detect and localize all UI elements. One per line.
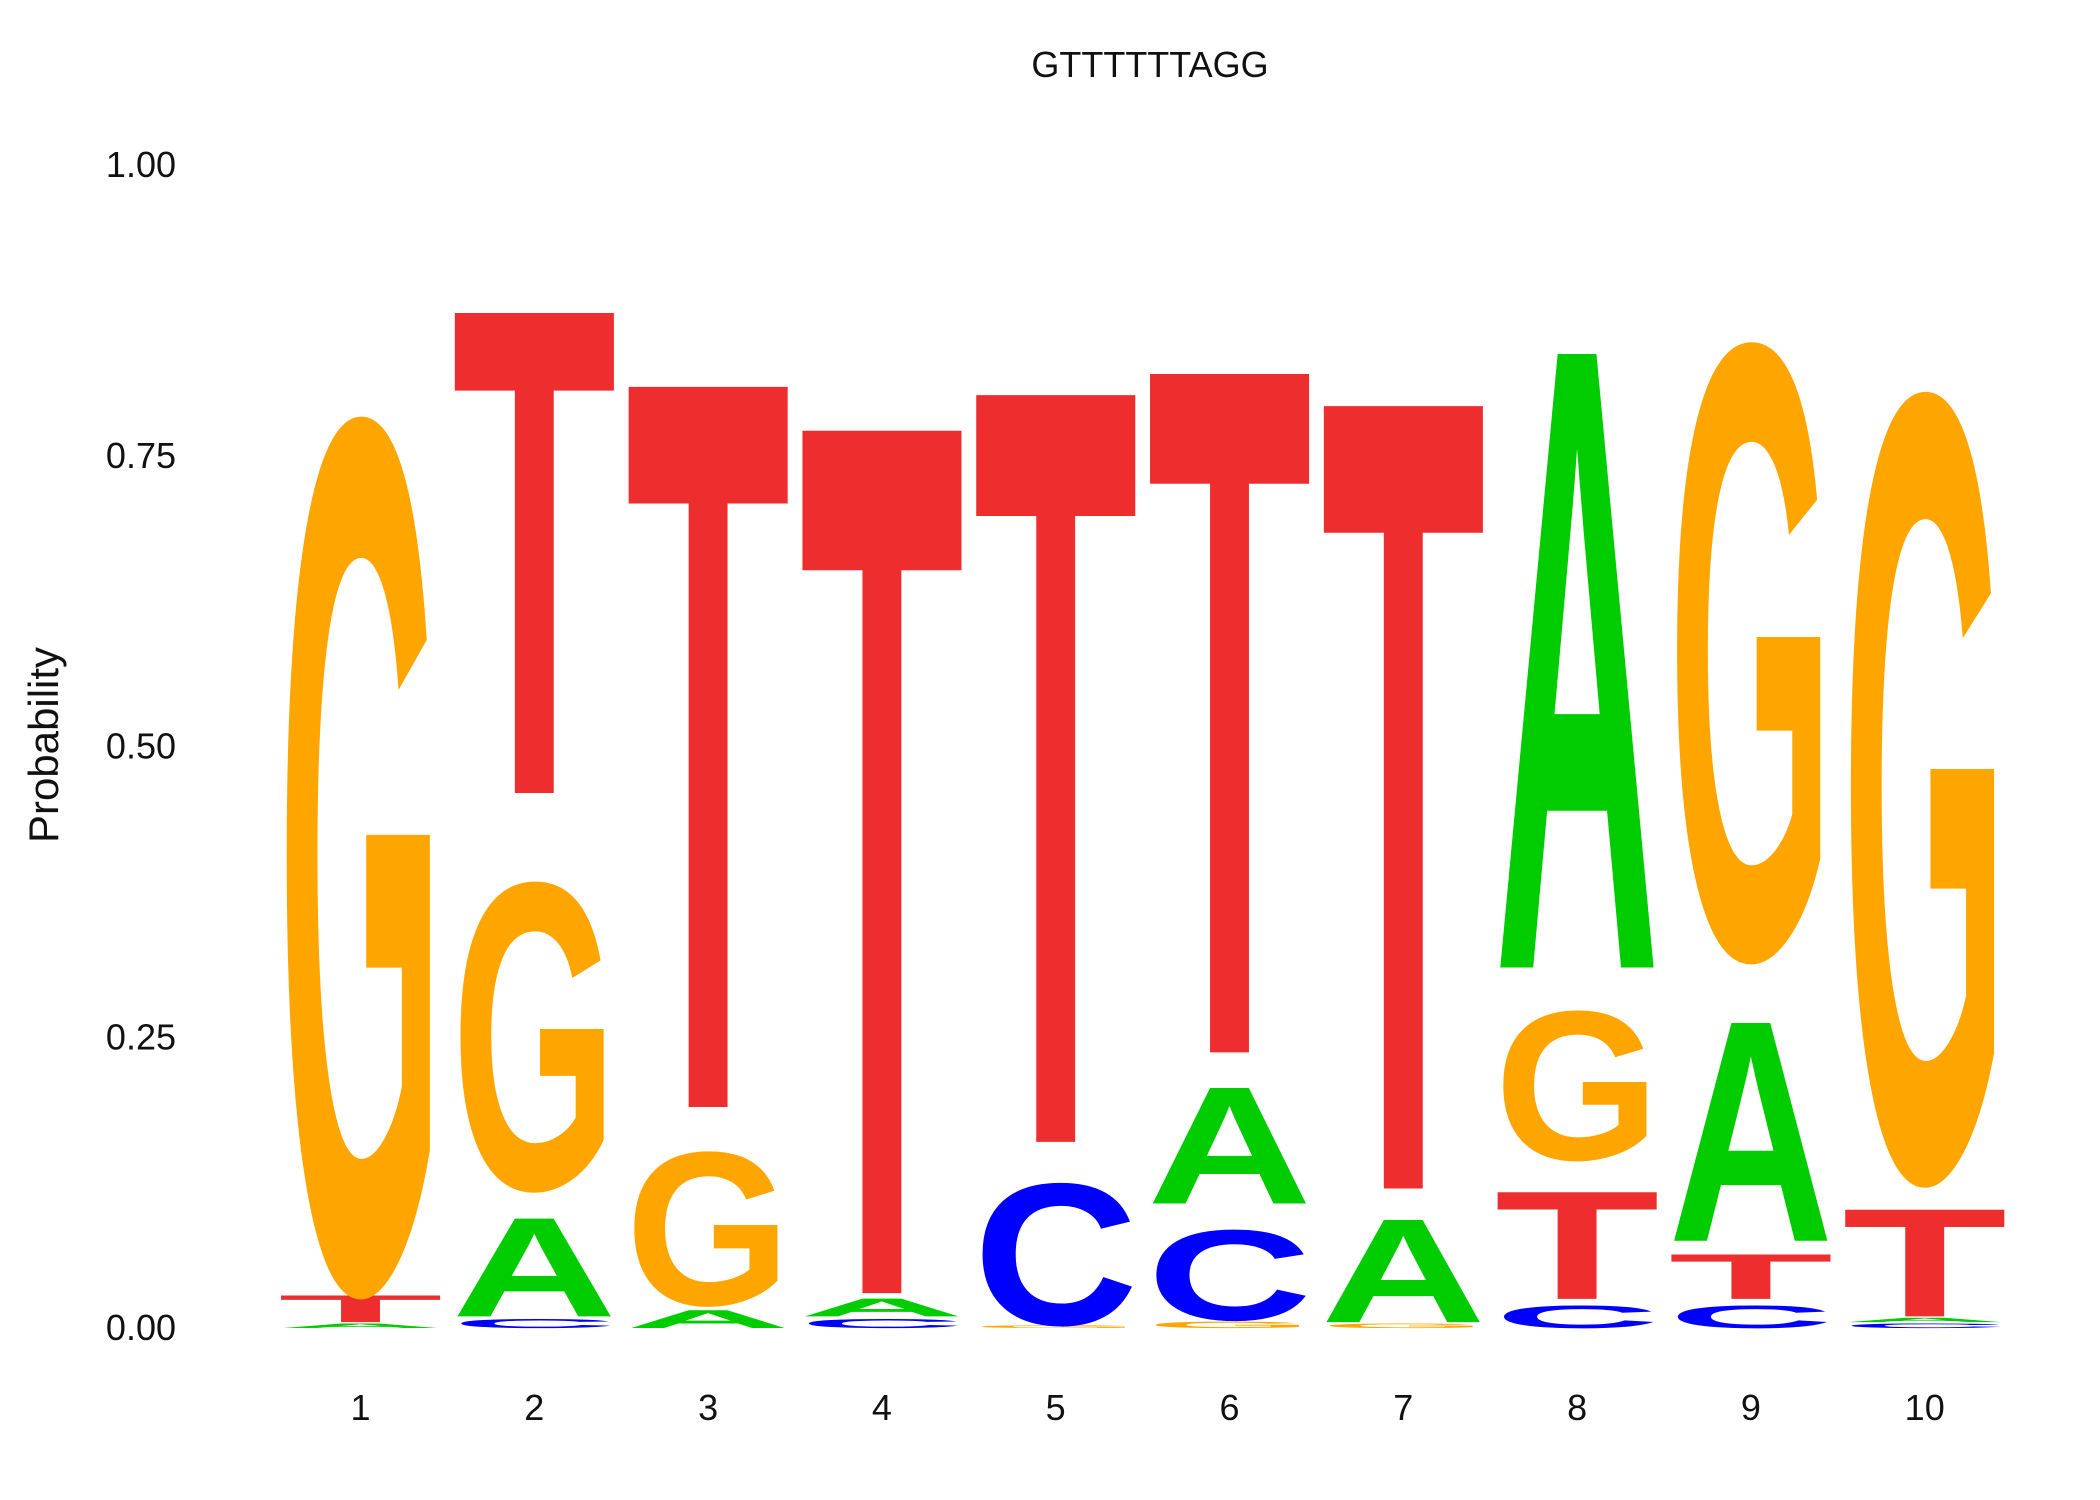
x-tick-label: 7 [1393,1387,1413,1428]
logo-letter: A [1321,1188,1486,1354]
logo-column: ATG [278,158,443,1500]
x-tick-label: 2 [524,1387,544,1428]
logo-letter: T [1668,1240,1833,1312]
x-tick-label: 10 [1905,1387,1945,1428]
logo-letter: A [799,1293,964,1322]
logo-column: AGT [626,159,791,1351]
logo-letter: C [1842,1322,2007,1329]
logo-letter: C [799,1316,964,1330]
logo-letter: G [1321,1322,1486,1329]
logo-letter: C [452,1316,617,1330]
logo-letter: A [1668,954,1833,1308]
logo-column: GAT [1321,161,1486,1431]
logo-letter: G [1495,967,1660,1206]
logo-column: CAT [799,159,964,1500]
logo-letter: T [1495,1159,1660,1332]
x-tick-label: 1 [350,1387,370,1428]
logo-letter: A [452,1189,617,1347]
logo-letter: T [1147,162,1312,1263]
logo-letter: C [1495,1299,1660,1335]
logo-letter: T [799,159,964,1500]
x-tick-label: 5 [1046,1387,1066,1428]
logo-letter: G [973,1324,1138,1328]
logo-letter: T [278,1287,443,1330]
logo-letter: A [626,1305,791,1334]
logo-letter: G [1147,1320,1312,1330]
y-tick-labels: 0.00 0.25 0.50 0.75 1.00 [106,144,176,1348]
y-tick-label: 0.25 [106,1016,176,1057]
y-axis-label: Probability [20,647,67,843]
y-tick-label: 0.00 [106,1307,176,1348]
logo-letter: T [1321,161,1486,1431]
x-tick-labels: 1 2 3 4 5 6 7 8 9 10 [350,1387,1944,1428]
logo-letter: C [1668,1299,1833,1335]
logo-column: GCT [973,159,1138,1372]
logo-letter: G [452,792,617,1282]
y-tick-label: 0.75 [106,435,176,476]
logo-letter: G [278,158,443,1500]
logo-letter: G [1668,161,1833,1143]
logo-letter: T [626,159,791,1328]
x-tick-label: 6 [1219,1387,1239,1428]
logo-letter: A [1147,1052,1312,1240]
x-tick-label: 9 [1741,1387,1761,1428]
logo-letter: T [973,159,1138,1372]
x-tick-label: 3 [698,1387,718,1428]
x-tick-label: 8 [1567,1387,1587,1428]
x-tick-label: 4 [872,1387,892,1428]
chart-title: GTTTTTTAGG [1031,44,1269,85]
logo-letter: A [1495,161,1660,1157]
logo-letter: A [1842,1316,2007,1323]
logo-letter: C [973,1140,1138,1367]
logo-letter: G [1842,161,2007,1416]
logo-letter: T [1842,1176,2007,1349]
y-tick-label: 0.50 [106,726,176,767]
y-tick-label: 1.00 [106,144,176,185]
logo-letter: C [1147,1204,1312,1348]
logo-letter: A [278,1322,443,1329]
logo-letter: G [626,1106,791,1351]
logo-letter: T [452,163,617,942]
